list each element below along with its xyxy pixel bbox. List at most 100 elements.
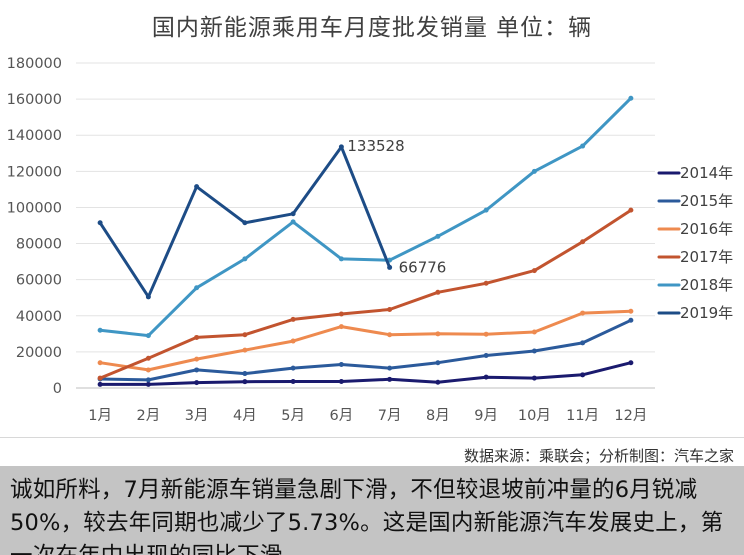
legend-label: 2016年 bbox=[680, 220, 733, 238]
data-point bbox=[145, 381, 151, 387]
data-point bbox=[531, 168, 537, 174]
data-point bbox=[194, 367, 200, 373]
y-tick-label: 120000 bbox=[7, 164, 62, 180]
data-point bbox=[242, 256, 248, 262]
data-point bbox=[387, 332, 393, 338]
legend-label: 2014年 bbox=[680, 164, 733, 182]
series-line bbox=[98, 309, 633, 372]
line-chart: 0 20000 40000 60000 80000 100000 120000 140000 1… bbox=[7, 56, 734, 424]
data-point bbox=[338, 362, 344, 368]
x-tick-label: 4月 bbox=[233, 408, 257, 424]
data-point bbox=[97, 220, 103, 226]
data-point bbox=[338, 311, 344, 317]
data-point bbox=[290, 219, 296, 225]
data-point bbox=[242, 379, 248, 385]
data-point bbox=[483, 353, 489, 358]
data-point bbox=[483, 374, 489, 380]
data-point bbox=[435, 233, 441, 239]
data-point bbox=[387, 264, 393, 270]
data-point bbox=[97, 375, 103, 381]
data-label: 66776 bbox=[399, 258, 447, 276]
data-point bbox=[194, 356, 200, 362]
data-point bbox=[97, 327, 103, 333]
x-tick-label: 1月 bbox=[88, 408, 112, 424]
data-point bbox=[242, 347, 248, 353]
legend-label: 2017年 bbox=[680, 248, 733, 266]
series-line bbox=[98, 318, 633, 382]
data-label: 133528 bbox=[347, 137, 404, 155]
y-tick-label: 140000 bbox=[7, 128, 62, 144]
legend-label: 2019年 bbox=[680, 304, 733, 322]
data-point bbox=[290, 316, 296, 322]
caption-text: 诚如所料，7月新能源车销量急剧下滑，不但较退坡前冲量的6月锐减50%，较去年同期… bbox=[10, 477, 724, 555]
data-point bbox=[435, 379, 441, 385]
x-tick-label: 3月 bbox=[185, 408, 209, 424]
data-point bbox=[97, 360, 103, 366]
data-point bbox=[145, 377, 151, 383]
y-tick-label: 40000 bbox=[16, 309, 62, 325]
data-point bbox=[483, 207, 489, 213]
data-point bbox=[387, 376, 393, 382]
data-point bbox=[242, 371, 248, 377]
y-tick-label: 60000 bbox=[16, 273, 62, 289]
data-point bbox=[435, 331, 441, 337]
data-point bbox=[580, 372, 586, 378]
chart-area: 国内新能源乘用车月度批发销量 单位：辆 0 20000 40000 60000 8000… bbox=[6, 15, 734, 424]
chart-title: 国内新能源乘用车月度批发销量 单位：辆 bbox=[151, 15, 593, 41]
series-line bbox=[98, 361, 633, 386]
x-tick-label: 7月 bbox=[378, 408, 402, 424]
y-tick-label: 180000 bbox=[7, 56, 62, 72]
data-point bbox=[531, 329, 537, 335]
data-point bbox=[435, 289, 441, 295]
x-tick-label: 12月 bbox=[614, 408, 647, 424]
data-point bbox=[387, 365, 393, 371]
legend-label: 2018年 bbox=[680, 276, 733, 294]
data-point bbox=[194, 184, 200, 190]
legend-label: 2015年 bbox=[680, 192, 733, 210]
x-tick-label: 10月 bbox=[518, 408, 551, 424]
x-tick-label: 9月 bbox=[474, 408, 498, 424]
data-point bbox=[194, 380, 200, 386]
data-point bbox=[242, 220, 248, 226]
data-point bbox=[580, 143, 586, 149]
series-line bbox=[98, 208, 633, 380]
data-point bbox=[145, 294, 151, 300]
data-point bbox=[194, 285, 200, 291]
x-tick-label: 5月 bbox=[281, 408, 305, 424]
data-point bbox=[194, 334, 200, 340]
data-point bbox=[338, 379, 344, 384]
caption-box: 诚如所料，7月新能源车销量急剧下滑，不但较退坡前冲量的6月锐减50%，较去年同期… bbox=[0, 466, 744, 555]
data-point bbox=[338, 144, 344, 150]
data-point bbox=[531, 348, 537, 354]
data-point bbox=[483, 331, 489, 337]
data-point bbox=[531, 375, 537, 381]
data-point bbox=[580, 340, 586, 346]
y-tick-label: 160000 bbox=[7, 92, 62, 108]
data-point bbox=[387, 306, 393, 312]
data-point bbox=[628, 360, 634, 366]
data-point bbox=[242, 332, 248, 338]
x-tick-label: 11月 bbox=[566, 408, 599, 424]
data-point bbox=[435, 360, 441, 366]
data-point bbox=[338, 324, 344, 330]
x-tick-label: 8月 bbox=[426, 408, 450, 424]
data-point bbox=[628, 308, 634, 314]
x-tick-label: 6月 bbox=[330, 408, 354, 424]
data-point bbox=[580, 310, 586, 316]
data-point bbox=[290, 379, 296, 384]
source-note: 数据来源：乘联会；分析制图：汽车之家 bbox=[463, 447, 734, 465]
data-point bbox=[145, 333, 151, 339]
y-tick-label: 20000 bbox=[16, 345, 62, 361]
x-tick-label: 2月 bbox=[137, 408, 161, 424]
data-point bbox=[483, 280, 489, 286]
source-bar: 数据来源：乘联会；分析制图：汽车之家 bbox=[0, 437, 744, 466]
data-point bbox=[628, 207, 634, 213]
data-point bbox=[290, 338, 296, 344]
data-point bbox=[580, 239, 586, 245]
data-point bbox=[145, 355, 151, 361]
data-point bbox=[97, 381, 103, 387]
series-line bbox=[98, 96, 633, 338]
data-point bbox=[290, 211, 296, 217]
y-tick-label: 0 bbox=[53, 381, 62, 397]
data-point bbox=[628, 317, 634, 323]
